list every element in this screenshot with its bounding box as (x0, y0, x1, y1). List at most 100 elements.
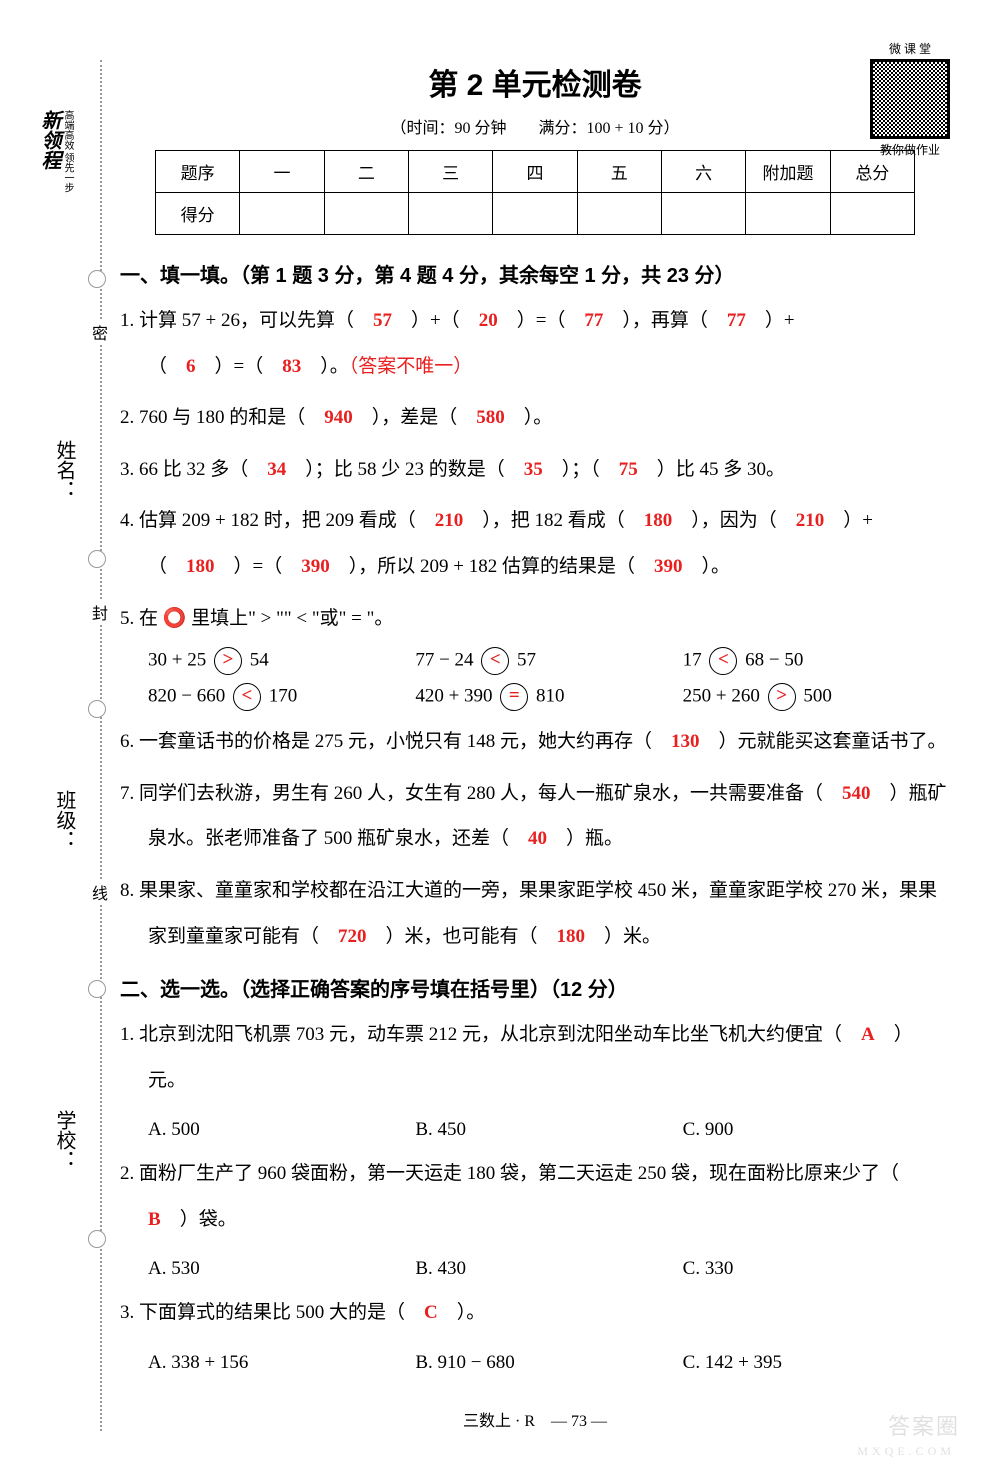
question-4: 4. 估算 209 + 182 时，把 209 看成（ 210 ），把 182 … (148, 498, 950, 589)
page-title: 第 2 单元检测卷 (120, 60, 950, 104)
binding-hole-icon (88, 270, 106, 288)
question-5-heading: 5. 在 ⭕ 里填上" > "" < "或" = "。 (148, 596, 950, 642)
choice-a: A. 338 + 156 (148, 1342, 415, 1384)
answer: 40 (528, 828, 547, 849)
table-row: 题序 一 二 三 四 五 六 附加题 总分 (156, 151, 915, 193)
q-text: ），再算（ (603, 310, 727, 331)
binding-hole-icon (88, 980, 106, 998)
binding-sidebar: 新领程 高端高效 领先一步 密 姓名： 封 班级： 线 学校： (30, 60, 102, 1431)
question-1: 1. 计算 57 + 26，可以先算（ 57 ）+（ 20 ）=（ 77 ），再… (148, 298, 950, 389)
question-2: 2. 760 与 180 的和是（ 940 ），差是（ 580 ）。 (148, 395, 950, 441)
answer: 75 (619, 459, 638, 480)
answer: 180 (186, 556, 215, 577)
brand-sublabel: 高端高效 领先一步 (60, 110, 75, 193)
mc-question-2: 2. 面粉厂生产了 960 袋面粉，第一天运走 180 袋，第二天运走 250 … (148, 1151, 950, 1242)
q-text: ）=（ (498, 310, 585, 331)
q-text: ）米。 (585, 926, 661, 947)
td: 得分 (156, 193, 240, 235)
mc-choices: A. 530 B. 430 C. 330 (148, 1248, 950, 1290)
th: 题序 (156, 151, 240, 193)
exam-subtitle: （时间：90 分钟 满分：100 + 10 分） (120, 114, 950, 138)
answer: 210 (435, 510, 464, 531)
th: 附加题 (746, 151, 830, 193)
mc-question-3: 3. 下面算式的结果比 500 大的是（ C ）。 (148, 1290, 950, 1336)
qr-top-label: 微 课 堂 (870, 40, 950, 57)
td (408, 193, 492, 235)
answer: 57 (373, 310, 392, 331)
answer: 35 (524, 459, 543, 480)
q-text: ），因为（ (672, 510, 796, 531)
qr-block: 微 课 堂 教你做作业 (870, 40, 950, 158)
choice-c: C. 142 + 395 (683, 1342, 950, 1384)
choice-b: B. 430 (415, 1248, 682, 1290)
comp-left: 30 + 25 (148, 650, 206, 671)
q-text: 6. 一套童话书的价格是 275 元，小悦只有 148 元，她大约再存（ (120, 731, 671, 752)
answer: B (148, 1209, 161, 1230)
th: 三 (408, 151, 492, 193)
answer: 34 (267, 459, 286, 480)
page-footer: 三数上 · R — 73 — (120, 1407, 950, 1431)
binding-hole-icon (88, 700, 106, 718)
q-text: ）元就能买这套童话书了。 (700, 731, 947, 752)
answer-note: （答案不唯一） (349, 356, 473, 377)
answer: 720 (338, 926, 367, 947)
choice-a: A. 500 (148, 1109, 415, 1151)
q-text: 1. 计算 57 + 26，可以先算（ (120, 310, 373, 331)
answer: 6 (186, 356, 196, 377)
comp-right: 500 (803, 686, 832, 707)
comp-item: 17 < 68 − 50 (683, 647, 950, 675)
binding-hole-icon (88, 1230, 106, 1248)
q-text: 1. 北京到沈阳飞机票 703 元，动车票 212 元，从北京到沈阳坐动车比坐飞… (120, 1024, 861, 1045)
qr-bottom-label: 教你做作业 (870, 141, 950, 158)
comp-left: 250 + 260 (683, 686, 760, 707)
th: 一 (240, 151, 324, 193)
section-2-heading: 二、选一选。（选择正确答案的序号填在括号里）（12 分） (120, 973, 950, 1002)
q-text: ），把 182 看成（ (463, 510, 644, 531)
answer: 390 (301, 556, 330, 577)
comp-item: 250 + 260 > 500 (683, 683, 950, 711)
answer: 20 (479, 310, 498, 331)
q-text: 3. 下面算式的结果比 500 大的是（ (120, 1302, 424, 1323)
comp-item: 820 − 660 < 170 (148, 683, 415, 711)
td (493, 193, 577, 235)
answer: 390 (654, 556, 683, 577)
answer: 940 (324, 407, 353, 428)
q-text: ）瓶。 (547, 828, 623, 849)
watermark: 答案圈 (888, 1409, 960, 1441)
choice-c: C. 330 (683, 1248, 950, 1290)
question-3: 3. 66 比 32 多（ 34 ）；比 58 少 23 的数是（ 35 ）；（… (148, 447, 950, 493)
q-text: ）=（ (215, 556, 302, 577)
comp-right: 810 (536, 686, 565, 707)
comp-right: 54 (250, 650, 269, 671)
comp-left: 420 + 390 (415, 686, 492, 707)
comp-right: 68 − 50 (745, 650, 803, 671)
comp-right: 57 (517, 650, 536, 671)
question-7: 7. 同学们去秋游，男生有 260 人，女生有 280 人，每人一瓶矿泉水，一共… (148, 771, 950, 862)
answer: < (481, 647, 509, 675)
answer: 580 (476, 407, 505, 428)
th: 六 (661, 151, 745, 193)
q-text: ）+（ (392, 310, 479, 331)
td (746, 193, 830, 235)
comp-left: 820 − 660 (148, 686, 225, 707)
answer: < (709, 647, 737, 675)
q-text: ）米，也可能有（ (367, 926, 557, 947)
table-row: 得分 (156, 193, 915, 235)
answer: 130 (671, 731, 700, 752)
answer: 77 (584, 310, 603, 331)
question-6: 6. 一套童话书的价格是 275 元，小悦只有 148 元，她大约再存（ 130… (148, 719, 950, 765)
comp-right: 170 (269, 686, 298, 707)
q-text: ）。 (682, 556, 730, 577)
th: 五 (577, 151, 661, 193)
q-text: ）。 (438, 1302, 486, 1323)
th: 四 (493, 151, 577, 193)
td (830, 193, 914, 235)
q-text: ）+ (824, 510, 873, 531)
answer: = (500, 683, 528, 711)
th: 二 (324, 151, 408, 193)
answer: C (424, 1302, 438, 1323)
answer: 210 (796, 510, 825, 531)
mc-choices: A. 338 + 156 B. 910 − 680 C. 142 + 395 (148, 1342, 950, 1384)
q-text: ），差是（ (353, 407, 477, 428)
binding-hole-icon (88, 550, 106, 568)
